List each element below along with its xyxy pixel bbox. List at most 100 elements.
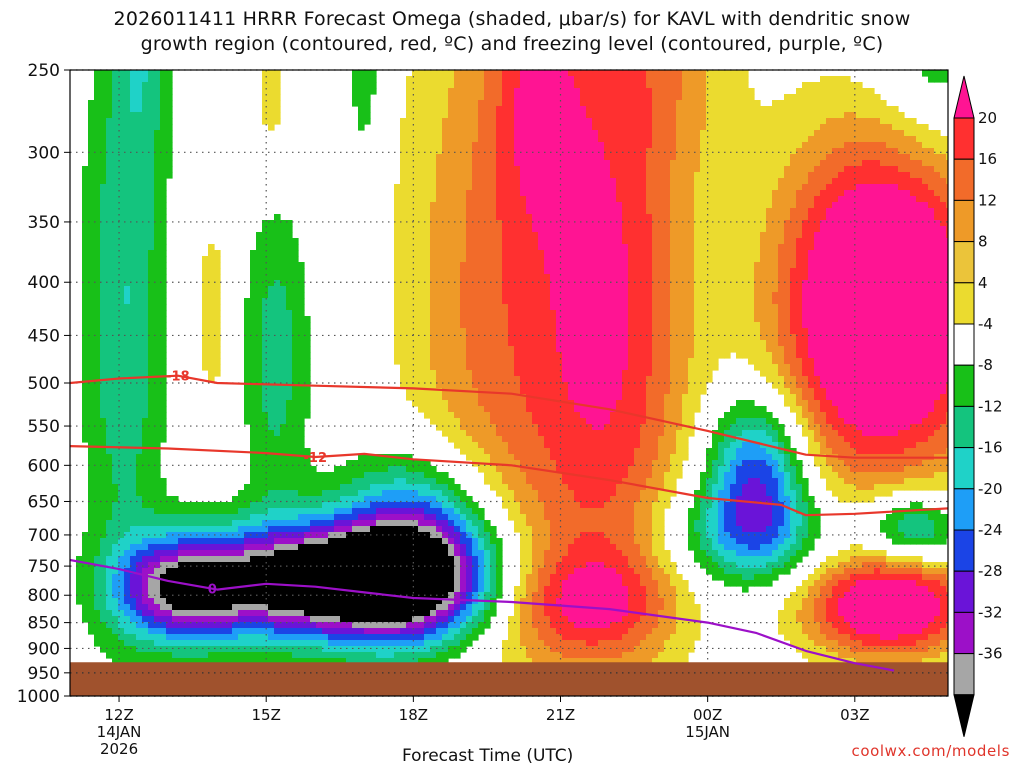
omega-cell <box>160 334 167 341</box>
omega-cell <box>484 328 491 335</box>
omega-cell <box>904 130 911 137</box>
omega-cell <box>580 70 587 77</box>
omega-cell <box>280 268 287 275</box>
omega-cell <box>412 322 419 329</box>
omega-cell <box>262 328 269 335</box>
omega-cell <box>826 250 833 257</box>
omega-cell <box>898 148 905 155</box>
omega-cell <box>784 136 791 143</box>
omega-cell <box>610 88 617 95</box>
omega-cell <box>412 76 419 83</box>
omega-cell <box>154 202 161 209</box>
omega-cell <box>490 94 497 101</box>
omega-cell <box>646 112 653 119</box>
omega-cell <box>682 292 689 299</box>
omega-cell <box>898 124 905 131</box>
omega-cell <box>478 340 485 347</box>
omega-cell <box>508 202 515 209</box>
omega-cell <box>700 190 707 197</box>
omega-cell <box>778 142 785 149</box>
omega-cell <box>748 130 755 137</box>
omega-cell <box>760 298 767 305</box>
omega-cell <box>466 148 473 155</box>
omega-cell <box>460 148 467 155</box>
omega-cell <box>622 130 629 137</box>
omega-cell <box>640 220 647 227</box>
omega-cell <box>508 94 515 101</box>
omega-cell <box>118 124 125 131</box>
omega-cell <box>634 334 641 341</box>
omega-cell <box>520 316 527 323</box>
omega-cell <box>106 130 113 137</box>
omega-cell <box>688 256 695 263</box>
omega-cell <box>838 280 845 287</box>
omega-cell <box>526 310 533 317</box>
omega-cell <box>754 220 761 227</box>
omega-cell <box>490 316 497 323</box>
omega-cell <box>922 232 929 239</box>
omega-cell <box>274 214 281 221</box>
omega-cell <box>352 100 359 107</box>
omega-cell <box>166 106 173 113</box>
omega-cell <box>256 262 263 269</box>
omega-cell <box>628 250 635 257</box>
omega-cell <box>100 172 107 179</box>
omega-cell <box>730 232 737 239</box>
omega-cell <box>400 244 407 251</box>
omega-cell <box>484 160 491 167</box>
omega-cell <box>856 94 863 101</box>
omega-cell <box>202 256 209 263</box>
omega-cell <box>532 214 539 221</box>
omega-cell <box>424 214 431 221</box>
omega-cell <box>748 136 755 143</box>
omega-cell <box>100 262 107 269</box>
omega-cell <box>766 142 773 149</box>
omega-cell <box>676 136 683 143</box>
omega-cell <box>784 298 791 305</box>
omega-cell <box>556 262 563 269</box>
omega-cell <box>532 106 539 113</box>
omega-cell <box>202 322 209 329</box>
omega-cell <box>562 142 569 149</box>
omega-cell <box>592 280 599 287</box>
omega-cell <box>406 316 413 323</box>
omega-cell <box>940 142 947 149</box>
omega-cell <box>658 160 665 167</box>
omega-cell <box>538 76 545 83</box>
omega-cell <box>580 304 587 311</box>
omega-cell <box>676 262 683 269</box>
omega-cell <box>538 106 545 113</box>
omega-cell <box>826 256 833 263</box>
omega-cell <box>130 70 137 77</box>
omega-cell <box>742 226 749 233</box>
omega-cell <box>298 316 305 323</box>
omega-cell <box>796 184 803 191</box>
chart-title-line1: 2026011411 HRRR Forecast Omega (shaded, … <box>113 8 911 30</box>
omega-cell <box>484 70 491 77</box>
omega-cell <box>130 112 137 119</box>
omega-cell <box>916 334 923 341</box>
omega-cell <box>268 334 275 341</box>
omega-cell <box>754 202 761 209</box>
omega-cell <box>490 334 497 341</box>
omega-cell <box>634 70 641 77</box>
omega-cell <box>640 310 647 317</box>
omega-cell <box>274 112 281 119</box>
omega-cell <box>112 76 119 83</box>
omega-cell <box>262 304 269 311</box>
omega-cell <box>892 160 899 167</box>
omega-cell <box>436 214 443 221</box>
omega-cell <box>646 166 653 173</box>
omega-cell <box>784 220 791 227</box>
omega-cell <box>454 202 461 209</box>
omega-cell <box>736 184 743 191</box>
omega-cell <box>532 328 539 335</box>
omega-cell <box>670 178 677 185</box>
omega-cell <box>526 316 533 323</box>
omega-cell <box>796 142 803 149</box>
omega-cell <box>142 118 149 125</box>
omega-cell <box>640 262 647 269</box>
omega-cell <box>478 310 485 317</box>
omega-cell <box>412 82 419 89</box>
omega-cell <box>250 286 257 293</box>
